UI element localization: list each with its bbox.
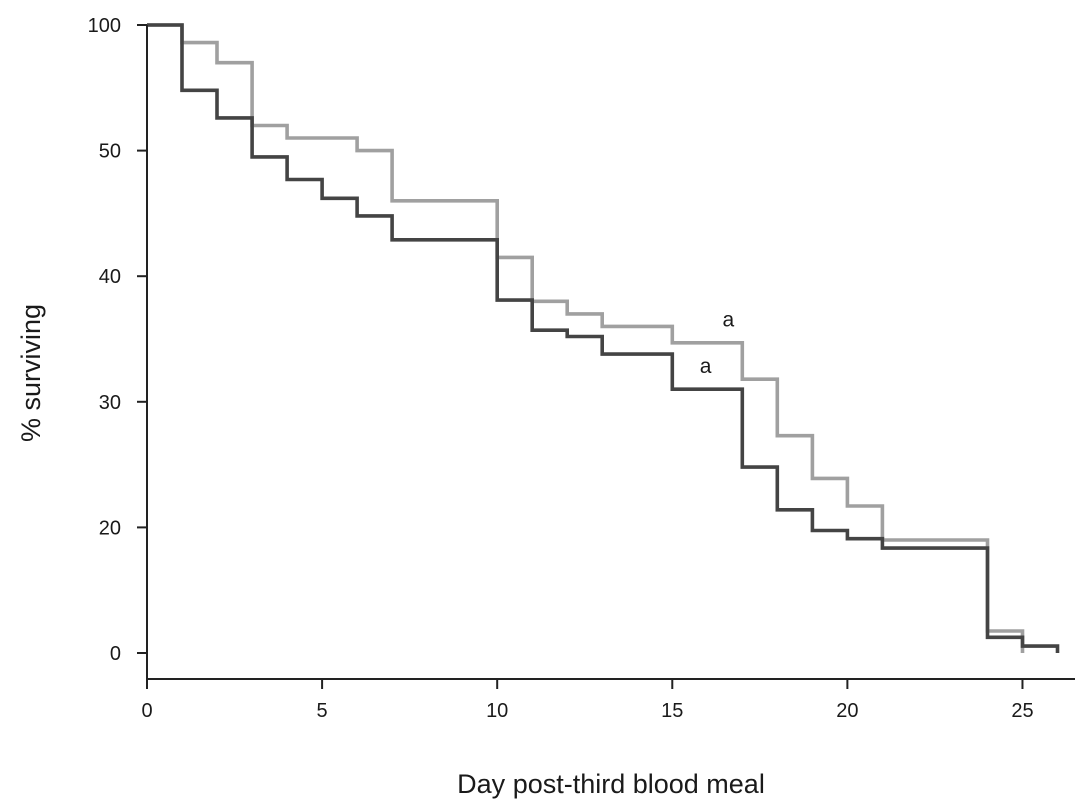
y-tick-label: 100: [88, 15, 121, 37]
annotation-label: a: [700, 355, 712, 378]
y-tick-label: 20: [99, 517, 121, 539]
x-tick-label: 5: [317, 700, 328, 722]
survival-series-2: [147, 23, 1060, 653]
x-tick-label: 20: [836, 700, 858, 722]
x-tick-label: 15: [661, 700, 683, 722]
x-axis-title: Day post-third blood meal: [457, 769, 765, 799]
x-tick-label: 0: [141, 700, 152, 722]
y-tick-label: 30: [99, 392, 121, 414]
series-layer: [147, 23, 1060, 653]
ticks-layer: 0 5 10 15 20 25 0 20 30 40 50 100: [88, 15, 1034, 722]
y-axis-title: % surviving: [16, 304, 46, 442]
axes-layer: [146, 25, 1075, 680]
survival-series-1: [147, 23, 1025, 653]
y-tick-label: 50: [99, 141, 121, 163]
annotation-label: a: [722, 308, 734, 331]
y-tick-label: 0: [110, 643, 121, 665]
y-tick-label: 40: [99, 266, 121, 288]
x-tick-label: 10: [486, 700, 508, 722]
x-tick-label: 25: [1011, 700, 1033, 722]
annotation-layer: aa: [700, 308, 735, 377]
